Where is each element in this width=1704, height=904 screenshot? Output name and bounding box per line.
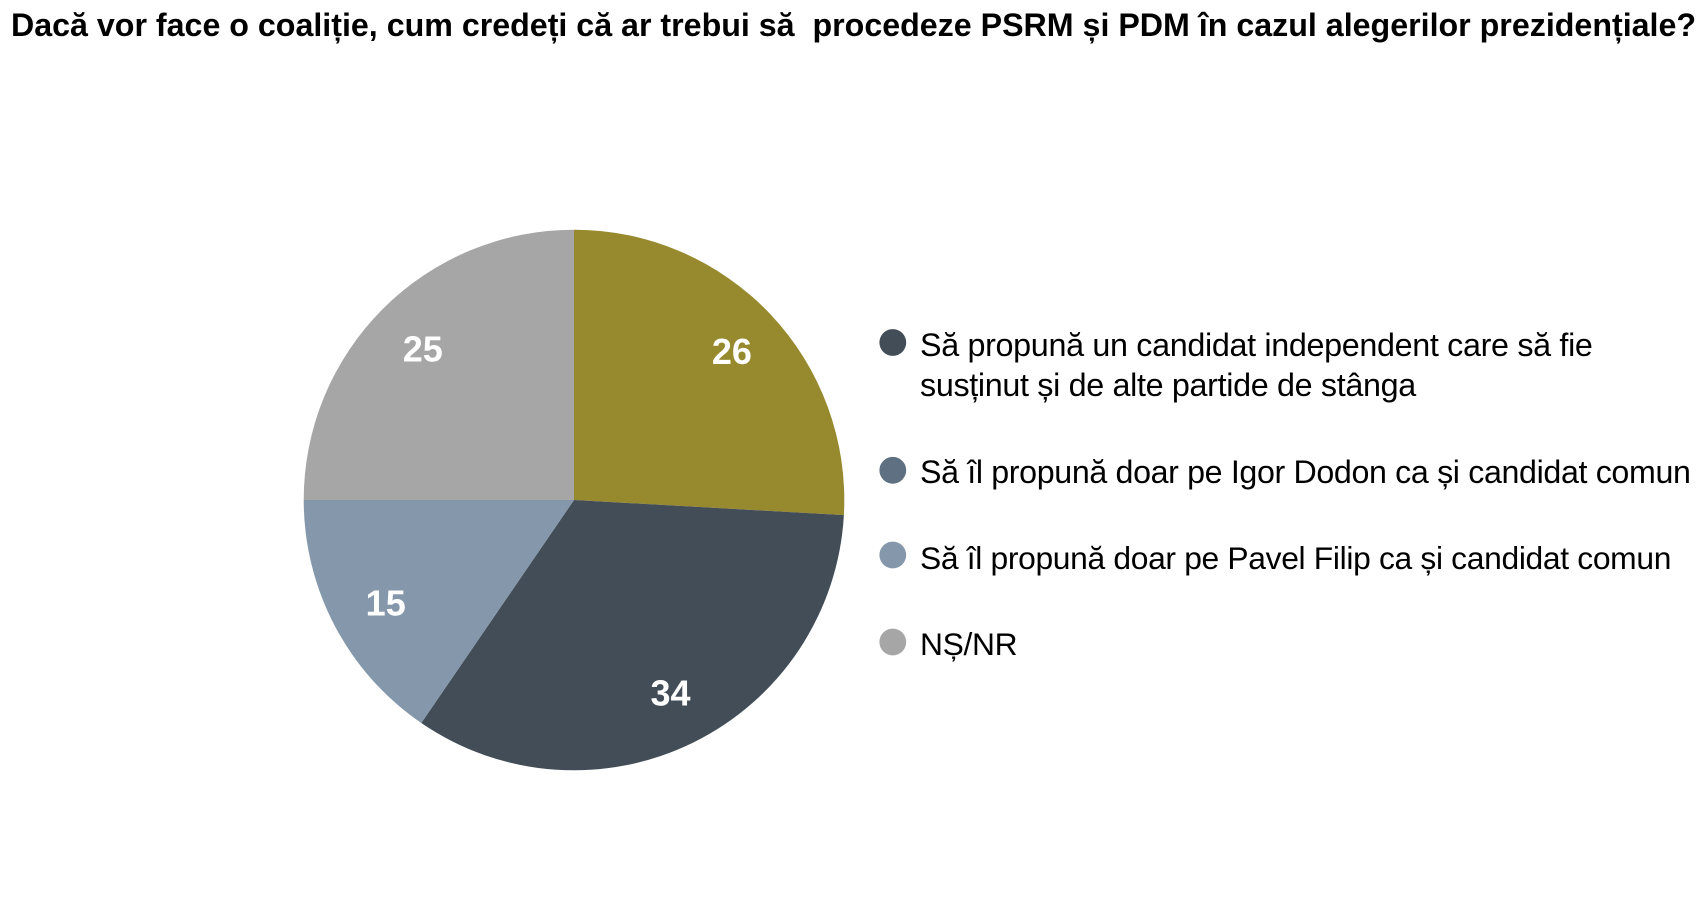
svg-text:34: 34 — [650, 672, 690, 713]
svg-text:25: 25 — [403, 328, 443, 369]
svg-text:15: 15 — [366, 583, 406, 624]
svg-text:26: 26 — [712, 331, 752, 372]
